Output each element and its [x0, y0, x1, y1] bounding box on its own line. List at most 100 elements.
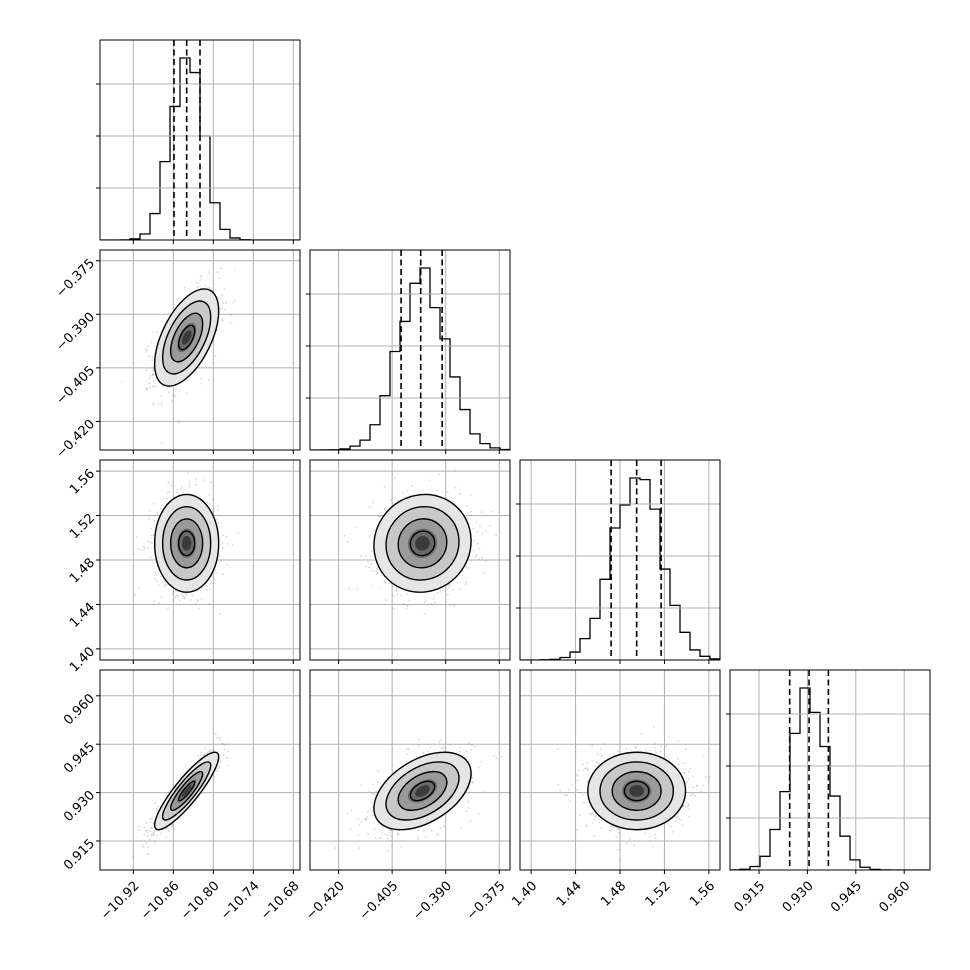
y-tick-label: −0.375	[53, 256, 98, 301]
scatter-point	[383, 486, 386, 488]
scatter-point	[146, 853, 149, 856]
scatter-point	[138, 829, 141, 831]
scatter-point	[471, 781, 473, 784]
scatter-point	[155, 573, 158, 576]
scatter-point	[199, 279, 202, 281]
y-tick-label: −0.390	[53, 310, 98, 355]
scatter-point	[458, 588, 461, 590]
scatter-point	[213, 578, 216, 581]
scatter-point	[586, 762, 589, 765]
scatter-point	[645, 750, 648, 753]
scatter-point	[593, 818, 595, 821]
scatter-point	[599, 747, 602, 750]
scatter-point	[595, 814, 598, 817]
scatter-point	[208, 502, 211, 505]
scatter-point	[152, 374, 154, 376]
scatter-point	[686, 801, 689, 804]
scatter-point	[371, 569, 374, 572]
scatter-point	[680, 819, 683, 821]
scatter-point	[151, 817, 154, 820]
scatter-point	[365, 554, 367, 557]
scatter-point	[449, 743, 451, 746]
contour-3	[153, 288, 220, 387]
scatter-point	[222, 533, 225, 536]
scatter-point	[654, 833, 656, 836]
scatter-point	[148, 518, 151, 521]
scatter-point	[688, 815, 690, 818]
scatter-point	[593, 835, 595, 838]
scatter-point	[467, 800, 470, 803]
scatter-point	[368, 789, 371, 792]
scatter-point	[216, 767, 219, 770]
panel-2-2	[516, 459, 721, 664]
scatter-point	[400, 594, 403, 597]
scatter-point	[148, 514, 150, 517]
panel-grid	[338, 250, 500, 450]
scatter-point	[669, 825, 672, 828]
scatter-point	[625, 747, 628, 749]
scatter-point	[156, 511, 159, 514]
scatter-point	[375, 573, 378, 575]
scatter-point	[200, 275, 202, 278]
scatter-point	[217, 504, 219, 507]
scatter-point	[439, 826, 442, 829]
scatter-point	[200, 382, 203, 385]
scatter-point	[448, 586, 451, 589]
scatter-point	[151, 359, 154, 362]
scatter-point	[216, 509, 219, 512]
scatter-point	[209, 272, 211, 275]
y-tick-label: 0.915	[61, 836, 98, 873]
panel-frame	[309, 459, 511, 661]
scatter-point	[574, 750, 577, 753]
scatter-point	[161, 385, 164, 388]
y-tick-label: −0.405	[53, 363, 98, 408]
scatter-point	[365, 818, 368, 821]
scatter-point	[465, 810, 468, 812]
panel-grid	[758, 670, 905, 870]
scatter-point	[360, 555, 363, 557]
scatter-point	[149, 821, 152, 824]
scatter-point	[225, 535, 228, 538]
scatter-point	[432, 598, 435, 600]
scatter-point	[648, 835, 651, 838]
scatter-point	[388, 828, 391, 831]
scatter-point	[375, 570, 377, 573]
scatter-point	[381, 831, 384, 834]
scatter-point	[204, 284, 207, 287]
scatter-point	[471, 744, 474, 746]
scatter-point	[372, 793, 375, 796]
scatter-point	[370, 800, 373, 803]
scatter-point	[581, 763, 584, 766]
x-tick-label: 0.960	[877, 879, 914, 916]
scatter-point	[152, 402, 155, 405]
scatter-point	[708, 775, 711, 778]
scatter-point	[192, 594, 194, 597]
contour-2	[161, 505, 212, 581]
scatter-point	[216, 518, 219, 521]
scatter-point	[221, 301, 224, 303]
scatter-point	[222, 546, 225, 549]
scatter-point	[422, 829, 425, 832]
scatter-point	[211, 575, 213, 578]
scatter-point	[426, 743, 429, 746]
scatter-point	[152, 823, 154, 825]
scatter-point	[211, 289, 214, 292]
x-tick-label: −0.375	[464, 879, 509, 924]
scatter-point	[476, 542, 479, 545]
scatter-point	[366, 816, 368, 819]
contour-0	[177, 324, 196, 351]
scatter-point	[681, 824, 684, 826]
scatter-point	[149, 818, 152, 820]
scatter-point	[168, 490, 171, 493]
scatter-point	[218, 765, 221, 768]
x-tick-label: 1.40	[509, 879, 540, 910]
scatter-point	[208, 588, 211, 591]
scatter-point	[700, 790, 703, 793]
panel-content	[730, 670, 930, 870]
x-tick-label: 1.56	[687, 879, 718, 910]
scatter-point	[383, 580, 386, 583]
scatter-point	[465, 583, 468, 586]
scatter-point	[378, 836, 381, 839]
panel-0-0	[96, 39, 301, 244]
scatter-point	[161, 504, 164, 507]
